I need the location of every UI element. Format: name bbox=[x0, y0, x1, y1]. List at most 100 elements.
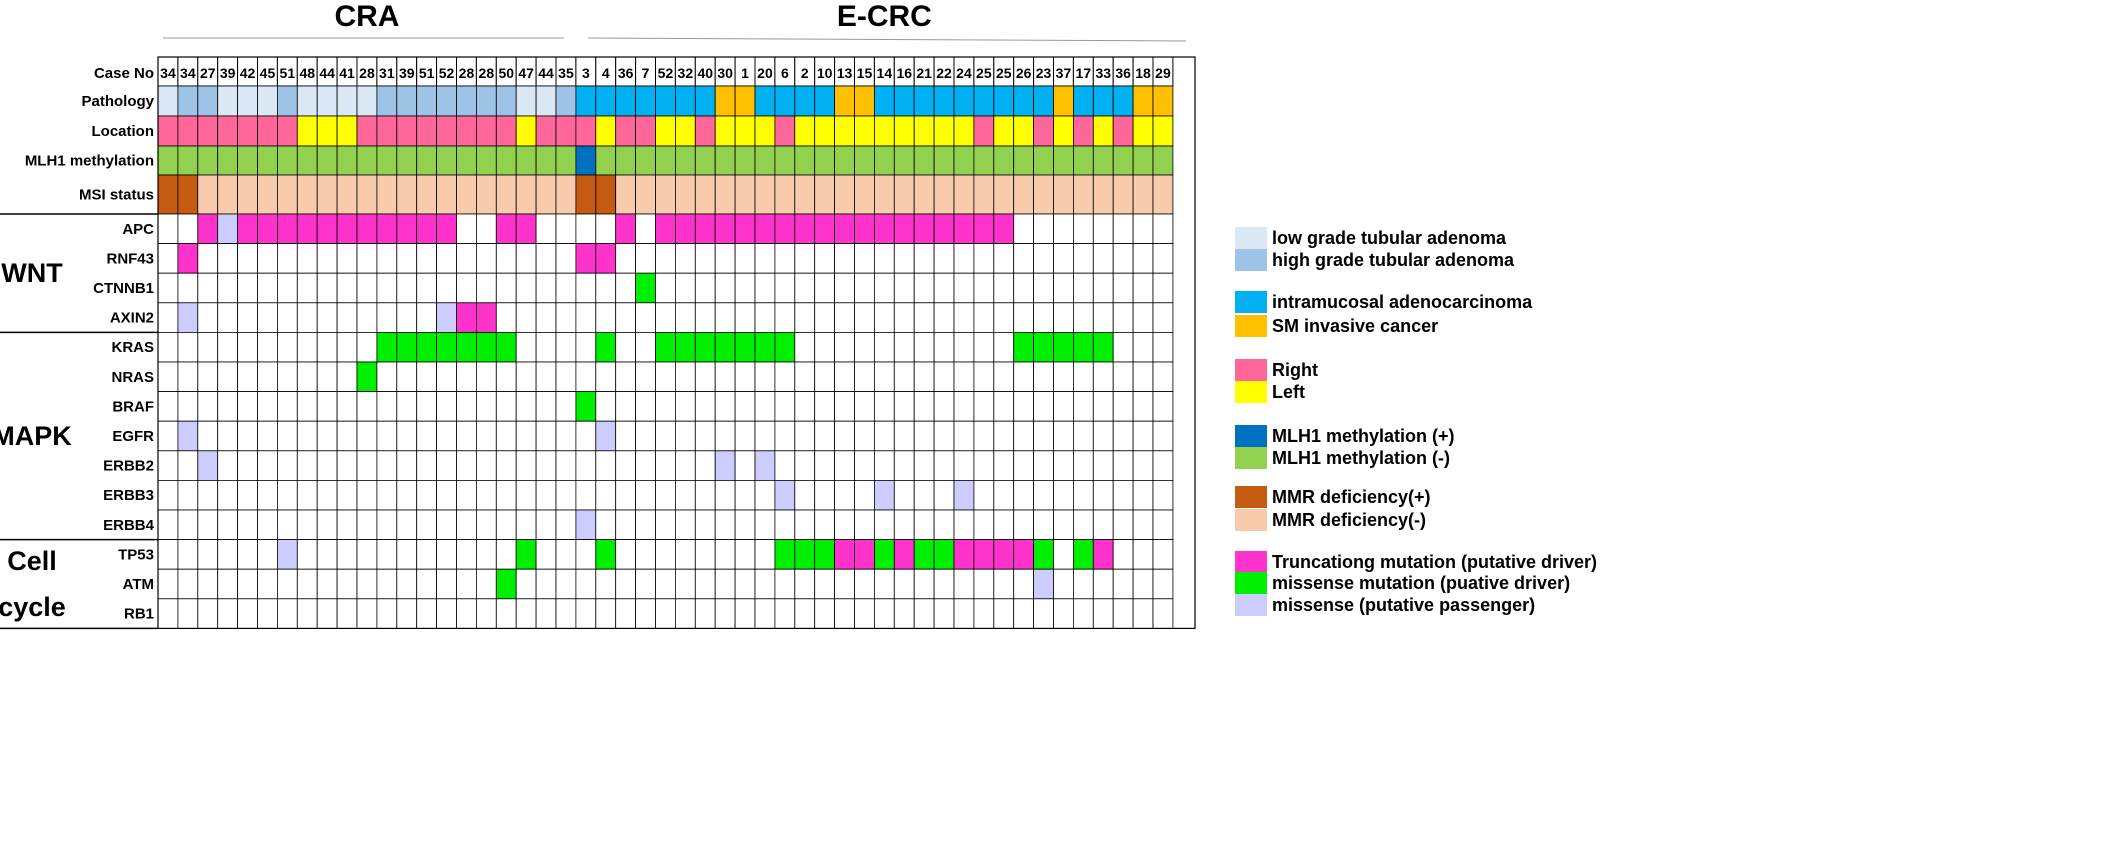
mutation-cell bbox=[436, 509, 457, 541]
mutation-cell bbox=[1112, 479, 1134, 511]
mutation-cell bbox=[854, 213, 875, 245]
clinical-cell bbox=[854, 85, 875, 117]
mutation-cell bbox=[1132, 479, 1154, 511]
mutation-cell bbox=[177, 539, 199, 570]
clinical-cell bbox=[1053, 85, 1074, 117]
mutation-cell bbox=[157, 302, 179, 333]
mutation-cell bbox=[694, 598, 716, 629]
clinical-cell bbox=[276, 85, 298, 117]
mutation-cell bbox=[734, 420, 756, 452]
clinical-cell bbox=[694, 85, 716, 117]
clinical-cell bbox=[217, 115, 238, 147]
mutation-cell bbox=[276, 391, 298, 422]
mutation-cell bbox=[874, 479, 895, 511]
mutation-cell bbox=[495, 539, 517, 570]
case-number-label: 51 bbox=[280, 65, 296, 81]
clinical-cell bbox=[157, 145, 179, 176]
case-number-label: 21 bbox=[916, 65, 932, 81]
legend-swatch bbox=[1235, 594, 1267, 616]
mutation-cell bbox=[675, 479, 696, 511]
mutation-cell bbox=[893, 302, 915, 333]
mutation-cell bbox=[754, 272, 776, 304]
clinical-cell bbox=[356, 145, 378, 176]
mutation-cell bbox=[296, 302, 318, 333]
mutation-cell bbox=[515, 331, 537, 363]
case-number-label: 28 bbox=[479, 65, 495, 81]
mutation-cell bbox=[973, 420, 995, 452]
mutation-cell bbox=[774, 213, 796, 245]
mutation-cell bbox=[197, 420, 219, 452]
clinical-cell bbox=[416, 115, 438, 147]
mutation-cell bbox=[237, 331, 258, 363]
mutation-cell bbox=[495, 450, 517, 481]
legend-swatch bbox=[1235, 359, 1267, 381]
mutation-cell bbox=[1073, 391, 1094, 422]
case-number-label: 39 bbox=[220, 65, 236, 81]
mutation-cell bbox=[1073, 243, 1094, 274]
clinical-cell bbox=[555, 115, 577, 147]
mutation-cell bbox=[675, 420, 696, 452]
mutation-cell bbox=[734, 391, 756, 422]
clinical-cell bbox=[1073, 85, 1094, 117]
mutation-cell bbox=[1152, 479, 1174, 511]
gene-label-rb1: RB1 bbox=[124, 606, 154, 623]
mutation-cell bbox=[1132, 331, 1154, 363]
mutation-cell bbox=[1152, 539, 1174, 570]
mutation-cell bbox=[495, 272, 517, 304]
mutation-cell bbox=[495, 243, 517, 274]
mutation-cell bbox=[495, 568, 517, 600]
mutation-cell bbox=[197, 243, 219, 274]
mutation-cell bbox=[376, 331, 398, 363]
clinical-cell bbox=[316, 174, 338, 215]
mutation-cell bbox=[157, 420, 179, 452]
clinical-cell bbox=[575, 145, 597, 176]
clinical-cell bbox=[416, 174, 438, 215]
mutation-cell bbox=[635, 272, 656, 304]
mutation-cell bbox=[615, 272, 637, 304]
clinical-cell bbox=[436, 145, 457, 176]
mutation-cell bbox=[157, 391, 179, 422]
case-number-label: 40 bbox=[697, 65, 713, 81]
clinical-cell bbox=[694, 145, 716, 176]
mutation-cell bbox=[1092, 331, 1114, 363]
mutation-cell bbox=[754, 213, 776, 245]
mutation-cell bbox=[177, 213, 199, 245]
mutation-cell bbox=[436, 272, 457, 304]
mutation-cell bbox=[276, 272, 298, 304]
mutation-cell bbox=[694, 391, 716, 422]
clinical-cell bbox=[893, 174, 915, 215]
clinical-cell bbox=[1152, 145, 1174, 176]
mutation-cell bbox=[177, 361, 199, 393]
mutation-cell bbox=[276, 509, 298, 541]
clinical-cell bbox=[774, 85, 796, 117]
mutation-cell bbox=[1073, 509, 1094, 541]
clinical-cell bbox=[336, 85, 358, 117]
mutation-cell bbox=[515, 391, 537, 422]
mutation-cell bbox=[834, 450, 855, 481]
mutation-cell bbox=[595, 598, 617, 629]
clinical-cell bbox=[257, 145, 278, 176]
mutation-cell bbox=[675, 509, 696, 541]
mutation-cell bbox=[694, 213, 716, 245]
mutation-cell bbox=[396, 479, 418, 511]
mutation-cell bbox=[635, 509, 656, 541]
clinical-cell bbox=[1092, 145, 1114, 176]
clinical-cell bbox=[316, 85, 338, 117]
mutation-cell bbox=[953, 272, 975, 304]
mutation-cell bbox=[893, 420, 915, 452]
mutation-cell bbox=[555, 302, 577, 333]
clinical-cell bbox=[754, 85, 776, 117]
mutation-cell bbox=[893, 243, 915, 274]
mutation-cell bbox=[933, 272, 955, 304]
case-number-label: 24 bbox=[956, 65, 972, 81]
clinical-cell bbox=[754, 115, 776, 147]
mutation-cell bbox=[296, 391, 318, 422]
legend-label: MLH1 methylation (+) bbox=[1272, 426, 1455, 446]
mutation-cell bbox=[794, 568, 816, 600]
mutation-cell bbox=[1073, 420, 1094, 452]
mutation-cell bbox=[1033, 331, 1054, 363]
mutation-cell bbox=[316, 331, 338, 363]
clinical-cell bbox=[694, 115, 716, 147]
mutation-cell bbox=[794, 331, 816, 363]
mutation-cell bbox=[436, 568, 457, 600]
